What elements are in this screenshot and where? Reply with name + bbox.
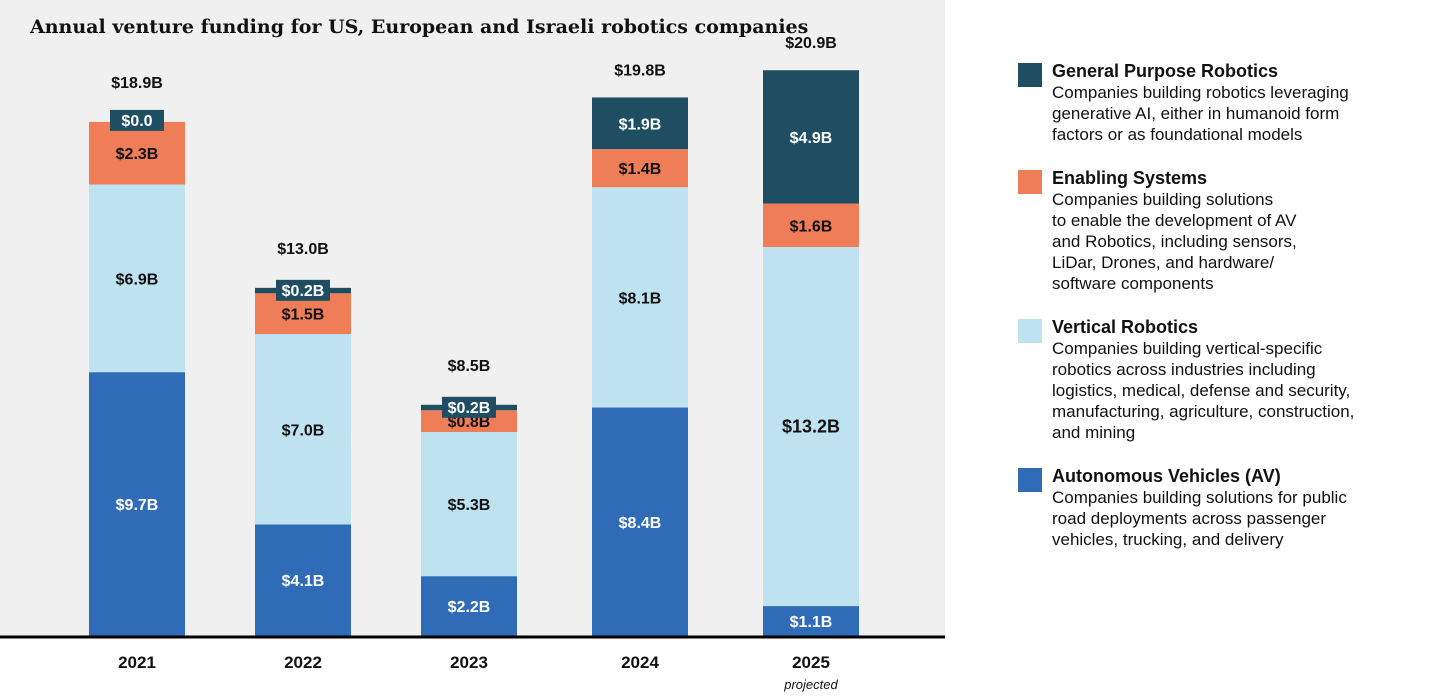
legend-item-vertical-robotics: Vertical Robotics Companies building ver… [1018, 316, 1448, 443]
bar-segment [592, 149, 688, 188]
bar-label: $13.2B [782, 417, 840, 437]
total-label: $20.9B [785, 35, 837, 52]
bar-segment [592, 97, 688, 150]
x-tick-label: 2025 [792, 653, 830, 672]
legend-desc: Companies building robotics leveraging g… [1052, 83, 1349, 144]
bar-label: $2.2B [448, 599, 491, 616]
bar-segment [89, 372, 185, 636]
legend-item-general-purpose: General Purpose Robotics Companies build… [1018, 60, 1448, 145]
bar-label: $1.9B [619, 116, 662, 133]
legend-swatch [1018, 63, 1042, 87]
legend-item-enabling-systems: Enabling Systems Companies building solu… [1018, 167, 1448, 294]
bar-label: $7.0B [282, 422, 325, 439]
small-value-badge [442, 396, 496, 418]
bar-label: $1.4B [619, 161, 662, 178]
legend-item-autonomous-vehicles: Autonomous Vehicles (AV) Companies build… [1018, 465, 1448, 550]
bar-segment [763, 70, 859, 204]
bar-label: $4.9B [790, 130, 833, 147]
small-value-badge [110, 109, 164, 131]
bar-segment [89, 121, 185, 185]
legend-desc: Companies building solutions to enable t… [1052, 190, 1297, 293]
legend-swatch [1018, 319, 1042, 343]
legend-desc: Companies building vertical-specific rob… [1052, 339, 1355, 442]
bar-label: $1.1B [790, 614, 833, 631]
bar-label: $1.6B [790, 218, 833, 235]
bar-segment [592, 187, 688, 408]
bar-label: $5.3B [448, 497, 491, 514]
x-tick-label: 2021 [118, 653, 156, 672]
x-tick-label: 2022 [284, 653, 322, 672]
bar-label: $2.3B [116, 146, 159, 163]
x-tick-note: projected [783, 677, 838, 692]
bar-label: $0.8B [448, 414, 491, 431]
legend-title: Enabling Systems [1052, 168, 1208, 188]
legend: General Purpose Robotics Companies build… [1018, 60, 1448, 572]
total-label: $18.9B [111, 75, 163, 92]
bar-label: $6.9B [116, 271, 159, 288]
bar-label: $9.7B [116, 497, 159, 514]
total-label: $8.5B [448, 358, 491, 375]
legend-desc: Companies building solutions for public … [1052, 488, 1347, 549]
chart-title: Annual venture funding for US, European … [30, 16, 809, 38]
bar-label: $1.5B [282, 307, 325, 324]
bar-segment [255, 524, 351, 636]
bar-segment [592, 407, 688, 636]
bar-label: $8.1B [619, 290, 662, 307]
bar-segment [763, 606, 859, 636]
bar-label: $8.4B [619, 515, 662, 532]
x-tick-label: 2023 [450, 653, 488, 672]
total-label: $19.8B [614, 62, 666, 79]
x-tick-label: 2024 [621, 653, 659, 672]
bar-segment [763, 203, 859, 248]
bar-segment [89, 184, 185, 373]
bar-label: $0.2B [282, 283, 325, 300]
bar-label: $0.0 [121, 113, 152, 130]
bar-segment [763, 247, 859, 607]
bar-segment [421, 576, 517, 636]
legend-title: Autonomous Vehicles (AV) [1052, 466, 1281, 486]
bar-label: $4.1B [282, 573, 325, 590]
bar-segment [421, 432, 517, 577]
small-value-badge [276, 279, 330, 301]
legend-title: Vertical Robotics [1052, 317, 1199, 337]
bar-label: $0.2B [448, 400, 491, 417]
legend-swatch [1018, 170, 1042, 194]
legend-title: General Purpose Robotics [1052, 61, 1279, 81]
total-label: $13.0B [277, 241, 329, 258]
bar-segment [255, 334, 351, 525]
legend-swatch [1018, 468, 1042, 492]
